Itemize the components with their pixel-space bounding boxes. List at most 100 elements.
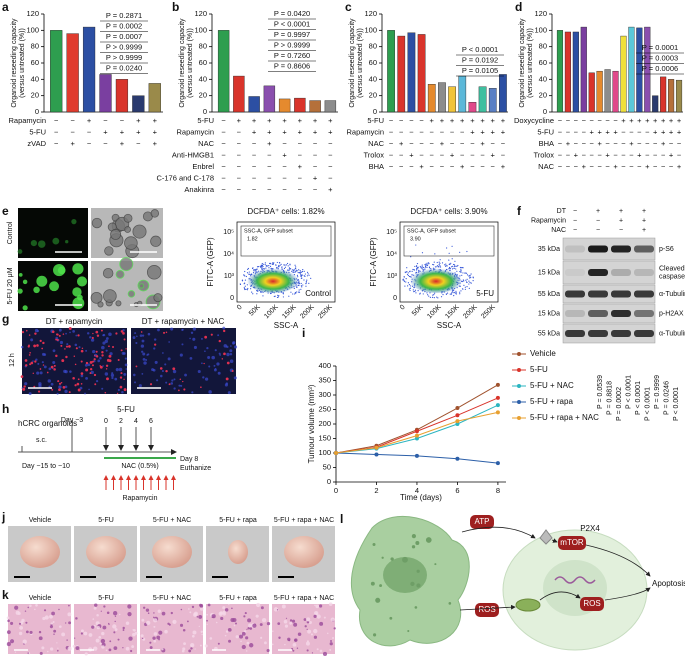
blot-band (611, 245, 631, 253)
blot-band (611, 330, 631, 337)
event-dot (445, 264, 447, 266)
y-tick-label: 120 (364, 9, 377, 18)
ros-signal (159, 367, 163, 370)
vesicle (434, 563, 437, 566)
treatment-sign: − (237, 162, 242, 171)
ros-signal (123, 378, 125, 381)
treatment-sign: − (645, 127, 650, 136)
treatment-sign: − (221, 173, 226, 182)
he-texture (183, 642, 186, 646)
nuclei (218, 352, 221, 355)
vesicle (410, 581, 415, 586)
nuclei (200, 337, 203, 340)
event-dot (284, 266, 287, 268)
treatment-sign: − (282, 162, 287, 171)
event-dot (264, 263, 266, 266)
treatment-sign: − (629, 150, 634, 159)
event-dot (273, 262, 275, 264)
bar (115, 79, 129, 113)
treatment-sign: − (221, 185, 226, 194)
treatment-sign: + (491, 116, 496, 125)
event-dot (280, 263, 282, 265)
event-dot (299, 272, 301, 274)
organoid (132, 224, 147, 239)
treatment-sign: + (237, 116, 242, 125)
fluorescent-cell (33, 286, 40, 294)
row-label: Enbrel (192, 162, 214, 171)
event-dot (247, 267, 250, 270)
event-dot (409, 287, 412, 289)
flow-x-tick-label: 250K (317, 304, 334, 321)
organoid (115, 300, 122, 307)
p-value: P = 0.0105 (462, 66, 498, 75)
event-dot (276, 261, 278, 264)
event-dot (436, 261, 438, 264)
event-dot (454, 260, 456, 262)
event-dot (412, 268, 414, 271)
treatment-sign: − (267, 150, 272, 159)
event-dot (448, 259, 450, 261)
kda-label: 55 kDa (538, 330, 560, 337)
event-dot (405, 278, 407, 280)
event-dot (293, 287, 295, 290)
ros-signal (39, 339, 42, 343)
event-dot (443, 264, 446, 266)
event-dot (455, 293, 457, 295)
event-dot (310, 277, 312, 279)
event-dot (281, 266, 283, 268)
treatment-sign: + (87, 116, 92, 125)
he-texture (18, 622, 22, 625)
treatment-sign: − (653, 139, 658, 148)
ros-signal (58, 388, 61, 392)
nuclei (143, 361, 147, 365)
event-dot (408, 284, 411, 286)
event-dot (449, 293, 451, 295)
bar (620, 35, 627, 113)
y-tick-label: 40 (539, 74, 547, 83)
nuclei (110, 373, 115, 378)
event-dot (451, 258, 453, 260)
nuclei (204, 350, 206, 353)
event-dot (468, 287, 470, 289)
he-texture (93, 606, 97, 610)
y-tick-label: 20 (539, 91, 547, 100)
he-texture (273, 607, 279, 612)
nuclei (168, 341, 170, 343)
ros-signal (65, 355, 68, 359)
ros-signal (200, 386, 202, 389)
event-dot (305, 280, 307, 283)
he-texture (167, 622, 170, 625)
event-dot (243, 287, 245, 289)
treatment-sign: − (54, 116, 59, 125)
treatment-sign: − (605, 162, 610, 171)
nuclei (121, 390, 124, 394)
blot-band (588, 290, 608, 298)
vesicle (415, 541, 420, 546)
event-dot (298, 282, 301, 285)
header-sign: − (573, 217, 577, 224)
he-texture (105, 649, 108, 652)
y-tick-label: 0 (543, 107, 547, 116)
event-dot (279, 264, 281, 266)
gate-label: SSC-A, GFP subset (407, 228, 456, 234)
treatment-sign: − (669, 162, 674, 171)
treatment-sign: − (460, 139, 465, 148)
blot-band (634, 310, 654, 317)
blot-band (634, 290, 654, 298)
he-texture (198, 625, 200, 628)
he-texture (193, 611, 199, 616)
treatment-sign: − (282, 173, 287, 182)
row-label: 5-FU (29, 127, 46, 136)
ros-signal (23, 385, 26, 388)
vesicle (414, 606, 418, 609)
treatment-sign: − (629, 127, 634, 136)
p-value: P = 0.0001 (642, 43, 678, 52)
bar (217, 30, 230, 113)
nuclei (141, 372, 144, 375)
he-texture (22, 639, 27, 644)
organoid (124, 236, 138, 250)
event-dot (262, 291, 264, 294)
nuclei (97, 359, 101, 363)
data-point (414, 436, 419, 441)
image-title: DT + rapamycin + NAC (142, 317, 225, 326)
